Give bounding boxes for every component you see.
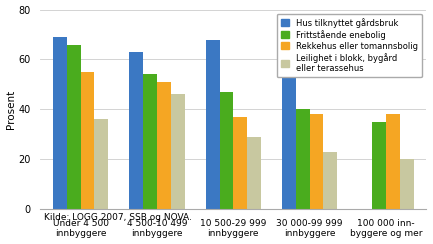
- Bar: [67, 44, 81, 209]
- Y-axis label: Prosent: Prosent: [6, 90, 16, 129]
- Bar: [282, 62, 296, 209]
- Bar: [143, 74, 157, 209]
- Bar: [157, 82, 171, 209]
- Bar: [53, 37, 67, 209]
- Bar: [372, 122, 386, 209]
- Bar: [81, 72, 94, 209]
- Bar: [171, 94, 184, 209]
- Bar: [247, 137, 261, 209]
- Bar: [220, 92, 233, 209]
- Bar: [400, 159, 414, 209]
- Bar: [233, 117, 247, 209]
- Bar: [94, 119, 108, 209]
- Bar: [323, 152, 337, 209]
- Bar: [296, 110, 310, 209]
- Bar: [310, 114, 323, 209]
- Legend: Hus tilknyttet gårdsbruk, Frittstående enebolig, Rekkehus eller tomannsbolig, Le: Hus tilknyttet gårdsbruk, Frittstående e…: [277, 14, 422, 77]
- Bar: [206, 40, 220, 209]
- Bar: [386, 114, 400, 209]
- Text: Kilde: LOGG 2007, SSB og NOVA.: Kilde: LOGG 2007, SSB og NOVA.: [44, 213, 192, 222]
- Bar: [129, 52, 143, 209]
